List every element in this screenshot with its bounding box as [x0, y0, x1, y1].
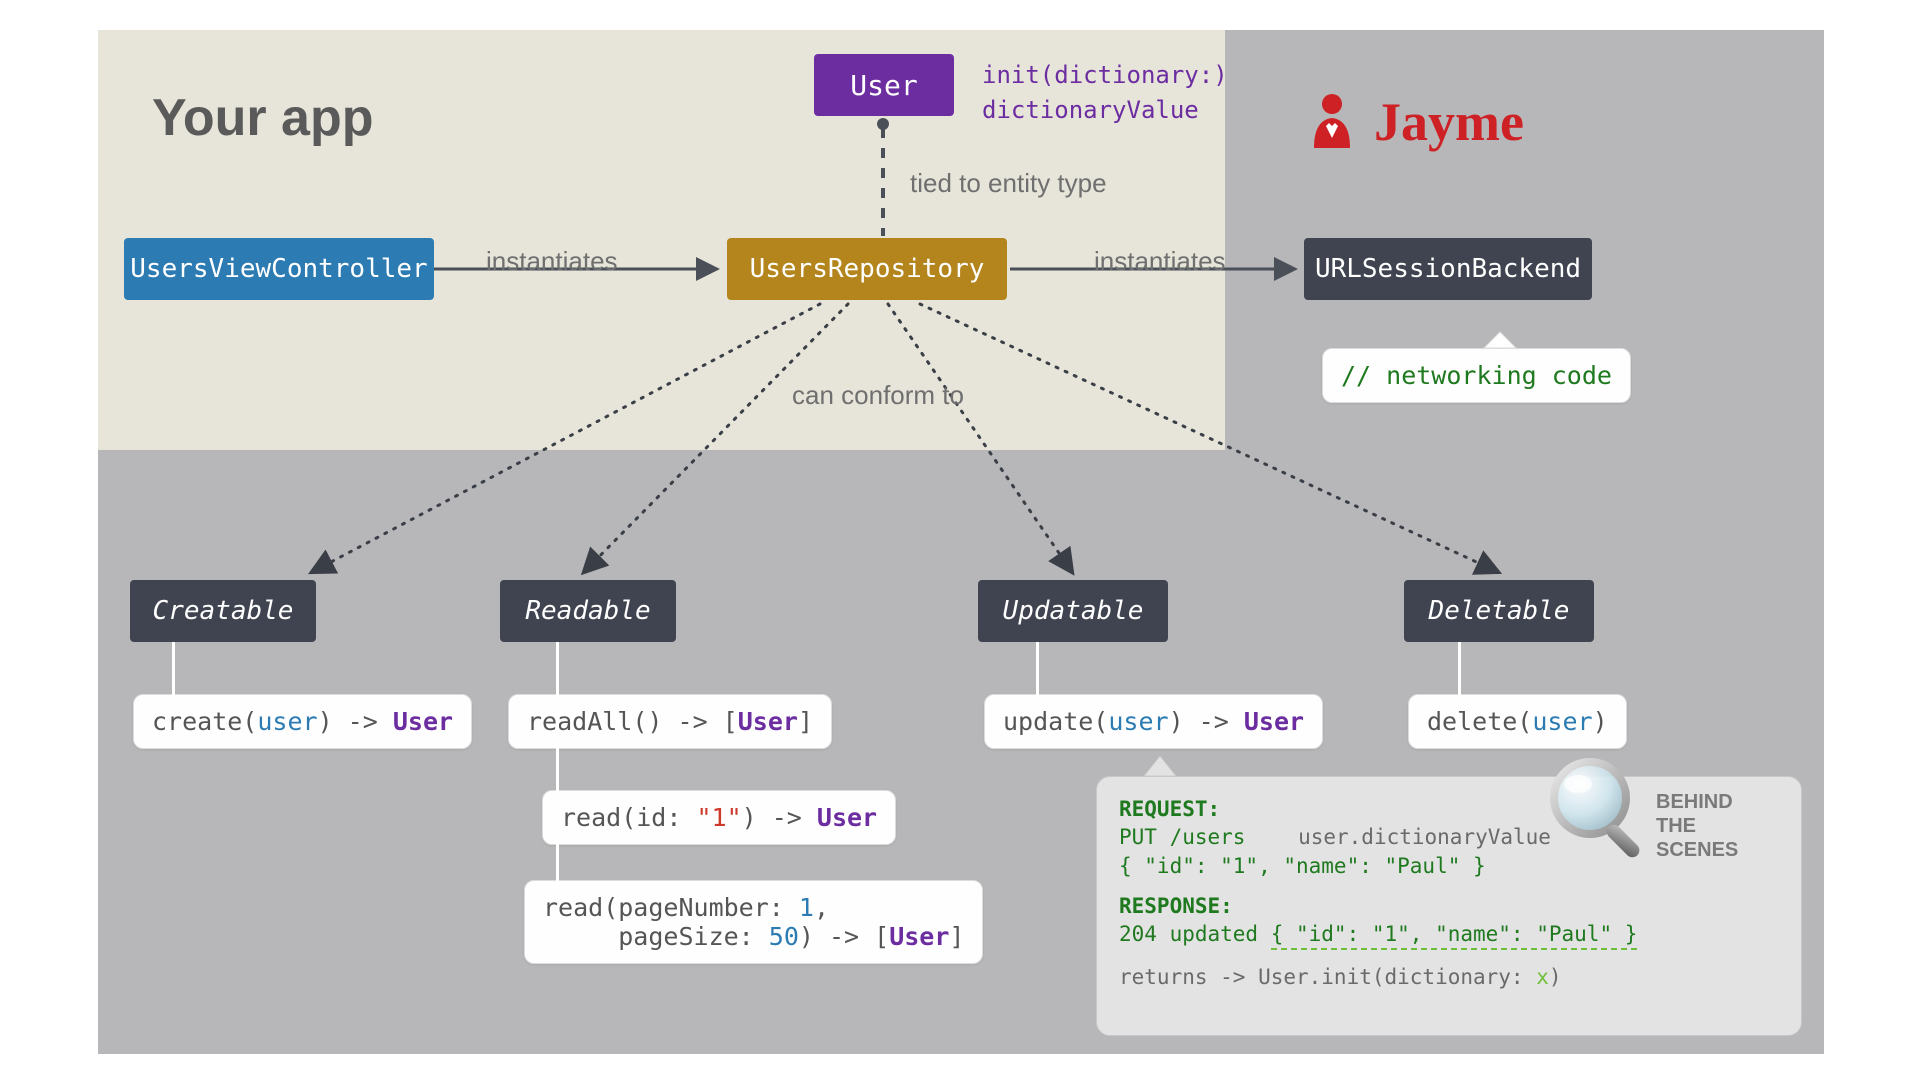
user-methods: init(dictionary:)dictionaryValue	[982, 58, 1228, 128]
chip-update: update(user) -> User	[984, 694, 1323, 749]
diagram-canvas: Your app Jayme User UsersViewController Us…	[0, 0, 1920, 1080]
stem	[1458, 642, 1461, 700]
page-title: Your app	[152, 88, 373, 148]
stem	[1036, 642, 1039, 700]
behind-label: BEHINDTHESCENES	[1656, 790, 1738, 862]
chip-create: create(user) -> User	[133, 694, 472, 749]
label-tied: tied to entity type	[910, 168, 1107, 199]
jayme-logo: Jayme	[1302, 90, 1524, 154]
label-instantiates-1: instantiates	[486, 246, 618, 277]
label-instantiates-2: instantiates	[1094, 246, 1226, 277]
node-creatable: Creatable	[130, 580, 316, 642]
node-backend: URLSessionBackend	[1304, 238, 1592, 300]
node-deletable: Deletable	[1404, 580, 1594, 642]
node-repo: UsersRepository	[727, 238, 1007, 300]
chip-readPage: read(pageNumber: 1, pageSize: 50) -> [Us…	[524, 880, 983, 964]
node-updatable: Updatable	[978, 580, 1168, 642]
node-uvc: UsersViewController	[124, 238, 434, 300]
chip-readId: read(id: "1") -> User	[542, 790, 896, 845]
magnifier-icon	[1548, 756, 1658, 866]
node-readable: Readable	[500, 580, 676, 642]
label-conform: can conform to	[792, 380, 964, 411]
node-user: User	[814, 54, 954, 116]
chip-net_comment: // networking code	[1322, 348, 1631, 403]
chip-delete: delete(user)	[1408, 694, 1627, 749]
stem	[556, 642, 559, 900]
stem	[172, 642, 175, 700]
butler-icon	[1302, 90, 1362, 154]
